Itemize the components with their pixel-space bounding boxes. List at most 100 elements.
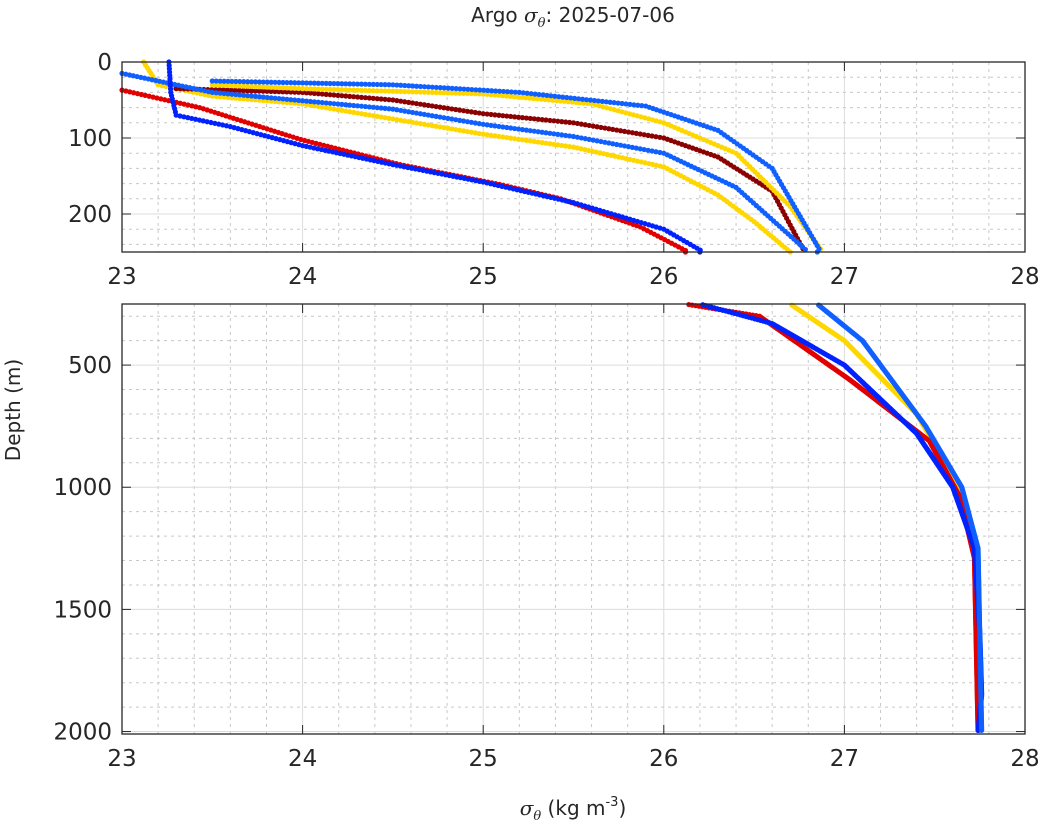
data-point-profile-darkred xyxy=(280,89,286,95)
data-point-profile-darkred xyxy=(413,100,420,107)
data-point-profile-yellow-2 xyxy=(437,90,443,96)
data-point-profile-yellow-1 xyxy=(386,115,392,121)
data-point-profile-darkred xyxy=(319,91,325,97)
data-point-profile-lightblue-1 xyxy=(358,81,365,87)
data-point-profile-lightblue-2 xyxy=(543,130,549,136)
data-point-profile-lightblue-1 xyxy=(560,94,566,100)
data-point-profile-yellow-1 xyxy=(519,137,526,143)
data-point-profile-lightblue-2 xyxy=(488,122,494,128)
data-point-profile-darkred xyxy=(272,88,278,95)
data-point-profile-yellow-1 xyxy=(504,134,510,141)
data-point-profile-yellow-2 xyxy=(225,82,231,89)
data-point-profile-yellow-2 xyxy=(260,84,266,90)
data-point-profile-lightblue-2 xyxy=(276,95,282,102)
data-point-profile-lightblue-2 xyxy=(527,128,533,134)
data-point-profile-darkred xyxy=(335,92,341,98)
data-point-profile-darkred xyxy=(398,98,404,104)
data-point-profile-yellow-1 xyxy=(362,111,369,117)
data-point-profile-darkred xyxy=(264,88,270,94)
data-point-profile-darkred xyxy=(519,115,526,121)
panel-lower: 23 24 25 26 27 28 500 1000 1500 2000 xyxy=(53,301,1040,772)
data-point-profile-lightblue-2 xyxy=(347,102,353,108)
data-point-profile-darkred xyxy=(303,90,310,96)
data-point-profile-lightblue-2 xyxy=(802,246,808,253)
data-point-profile-yellow-2 xyxy=(538,96,544,102)
data-point-profile-darkred xyxy=(515,114,522,120)
data-point-profile-yellow-1 xyxy=(449,126,455,132)
data-point-profile-lightblue-1 xyxy=(335,81,341,87)
data-point-profile-lightblue-2 xyxy=(354,103,361,109)
data-point-profile-darkred xyxy=(570,120,577,126)
data-point-profile-lightblue-2 xyxy=(413,110,420,116)
data-point-profile-red xyxy=(131,90,137,96)
data-point-profile-lightblue-1 xyxy=(213,78,219,84)
data-point-profile-lightblue-2 xyxy=(425,112,431,118)
data-point-profile-darkred xyxy=(409,100,416,106)
data-point-profile-darkred xyxy=(437,104,443,110)
data-point-profile-lightblue-1 xyxy=(315,80,321,86)
data-point-profile-darkred xyxy=(637,131,643,137)
data-point-profile-darkred xyxy=(472,109,478,116)
data-point-profile-lightblue-2 xyxy=(437,114,443,120)
data-point-profile-yellow-1 xyxy=(468,129,475,135)
data-point-profile-blue xyxy=(185,115,191,121)
data-point-profile-yellow-2 xyxy=(421,89,427,95)
data-point-profile-lightblue-1 xyxy=(449,85,455,91)
data-point-profile-lightblue-2 xyxy=(406,109,412,115)
data-point-profile-darkred xyxy=(453,106,459,113)
data-point-profile-red xyxy=(185,102,191,108)
data-point-profile-lightblue-2 xyxy=(292,97,298,103)
data-point-profile-lightblue-2 xyxy=(268,95,274,101)
data-point-profile-yellow-2 xyxy=(546,97,552,103)
data-point-profile-yellow-2 xyxy=(343,87,349,93)
data-point-profile-yellow-2 xyxy=(241,83,247,89)
data-point-profile-yellow-2 xyxy=(221,82,227,88)
data-point-profile-yellow-1 xyxy=(551,141,557,147)
data-point-profile-yellow-2 xyxy=(534,96,540,102)
data-point-profile-darkred xyxy=(354,94,361,100)
data-point-profile-lightblue-2 xyxy=(441,115,447,121)
data-point-profile-lightblue-1 xyxy=(453,86,459,92)
data-point-profile-lightblue-2 xyxy=(590,137,596,143)
data-point-profile-lightblue-2 xyxy=(382,105,388,111)
data-point-profile-lightblue-2 xyxy=(582,136,588,142)
y-tick-label: 200 xyxy=(68,202,112,228)
data-point-profile-yellow-1 xyxy=(543,140,549,146)
data-point-profile-yellow-2 xyxy=(445,90,451,96)
data-point-profile-yellow-1 xyxy=(457,127,463,133)
data-point-profile-lightblue-1 xyxy=(583,97,590,103)
data-point-profile-lightblue-1 xyxy=(370,81,376,87)
data-point-profile-darkred xyxy=(394,97,400,104)
data-point-profile-yellow-2 xyxy=(351,87,357,93)
data-point-profile-yellow-1 xyxy=(496,133,502,140)
data-point-profile-darkred xyxy=(343,93,349,99)
data-point-profile-lightblue-1 xyxy=(599,98,605,104)
data-point-profile-yellow-2 xyxy=(288,85,294,91)
data-point-profile-yellow-1 xyxy=(209,93,215,99)
data-point-profile-darkred xyxy=(468,109,475,115)
data-point-profile-darkred xyxy=(252,88,258,94)
data-point-profile-lightblue-2 xyxy=(484,122,490,128)
data-point-profile-lightblue-1 xyxy=(241,79,247,85)
data-point-profile-yellow-2 xyxy=(492,92,498,98)
data-point-profile-lightblue-2 xyxy=(280,96,286,102)
data-point-profile-lightblue-1 xyxy=(292,80,298,86)
data-point-profile-darkred xyxy=(492,112,498,118)
data-point-profile-lightblue-1 xyxy=(591,97,597,104)
data-point-profile-blue xyxy=(223,123,230,129)
data-point-profile-darkred xyxy=(551,118,557,124)
data-point-profile-yellow-1 xyxy=(535,139,541,145)
data-point-profile-darkred xyxy=(590,123,596,129)
data-point-profile-lightblue-2 xyxy=(453,117,459,123)
data-point-profile-yellow-1 xyxy=(480,131,486,137)
data-point-profile-lightblue-2 xyxy=(315,99,321,105)
data-point-profile-yellow-2 xyxy=(565,99,571,105)
data-point-profile-lightblue-1 xyxy=(300,80,306,86)
data-point-profile-yellow-1 xyxy=(382,115,388,121)
data-point-profile-lightblue-1 xyxy=(311,80,317,86)
data-point-profile-yellow-2 xyxy=(472,91,478,97)
data-point-profile-lightblue-2 xyxy=(343,102,349,108)
data-point-profile-darkred xyxy=(598,124,604,131)
data-point-profile-darkred xyxy=(578,121,584,127)
